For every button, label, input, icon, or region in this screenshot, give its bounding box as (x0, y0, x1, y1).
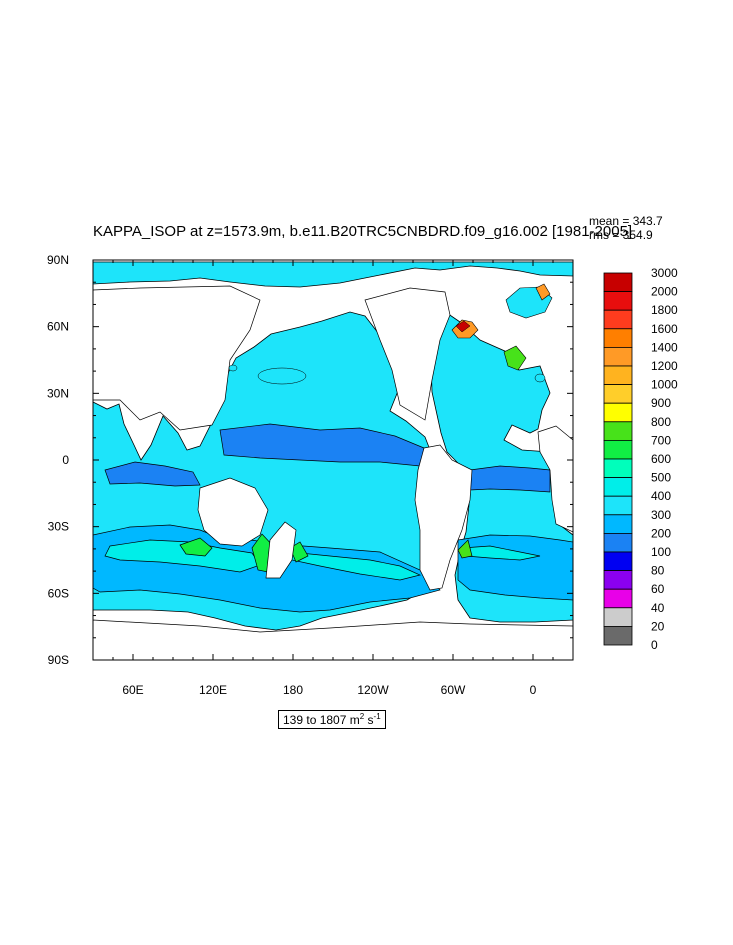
contour-ellipse (257, 367, 307, 385)
colorbar-label: 400 (651, 489, 671, 503)
colorbar-box (603, 328, 633, 348)
colorbar-box (603, 495, 633, 516)
unit-superscript: 2 (359, 712, 365, 721)
band-peak-tasman (179, 537, 213, 557)
colorbar-box (603, 439, 633, 460)
map-panel: 60E 120E 180 120W 60W 0 90N 60N 30N 0 30S 60S 90S (47, 253, 574, 697)
colorbar-label: 200 (651, 526, 671, 540)
band-peak-greenland (535, 283, 551, 301)
colorbar-box (603, 514, 633, 534)
y-tick-label: 90S (48, 653, 69, 667)
land-australia (197, 477, 269, 547)
y-tick-label: 60N (47, 320, 69, 334)
colorbar-label: 800 (651, 415, 671, 429)
colorbar-label: 700 (651, 433, 671, 447)
band-indian-equatorial (104, 461, 201, 487)
y-tick-label: 30N (47, 386, 69, 400)
land-eurasia (92, 285, 261, 431)
colorbar-label: 1200 (651, 359, 678, 373)
mean-label: mean = 343.7 (589, 214, 663, 228)
y-tick-label: 0 (62, 453, 69, 467)
unit-superscript-2: -1 (373, 712, 381, 721)
colorbar-box (603, 272, 633, 293)
y-tick-label: 30S (48, 520, 69, 534)
colorbar-box (603, 477, 633, 497)
colorbar-label: 100 (651, 545, 671, 559)
small-contour-islands (228, 364, 546, 385)
band-peak-nz-east (289, 541, 309, 563)
colorbar-box (603, 570, 633, 590)
colorbar-label: 1000 (651, 378, 678, 392)
x-tick-label: 60W (441, 683, 466, 697)
colorbar-label: 20 (651, 619, 665, 633)
colorbar-label: 60 (651, 582, 665, 596)
land-north-america (364, 287, 451, 421)
band-peak-atlantic (457, 539, 473, 559)
colorbar-label: 1600 (651, 322, 678, 336)
colorbar: 3000200018001600140012001000900800700600… (603, 266, 678, 652)
band-peak-labrador-inner (455, 320, 471, 333)
x-tick-label: 180 (283, 683, 303, 697)
land-south-america (414, 444, 473, 591)
band-southern-atlantic (457, 534, 574, 601)
band-peak-gulfstream (503, 345, 527, 371)
colorbar-label: 600 (651, 452, 671, 466)
colorbar-label: 900 (651, 396, 671, 410)
land-new-zealand (265, 521, 297, 579)
colorbar-label: 500 (651, 471, 671, 485)
contour-ellipse (534, 373, 546, 383)
colorbar-box (603, 291, 633, 311)
unit-tail: s (364, 713, 374, 727)
x-axis: 60E 120E 180 120W 60W 0 (92, 260, 574, 697)
contour-ellipse (228, 364, 238, 372)
colorbar-box (603, 346, 633, 367)
y-axis: 90N 60N 30N 0 30S 60S 90S (47, 253, 573, 667)
y-tick-label: 90N (47, 253, 69, 267)
colorbar-box (603, 533, 633, 553)
land-masses (92, 285, 574, 661)
colorbar-label: 1400 (651, 340, 678, 354)
data-range-label: 139 to 1807 m2 s-1 (278, 710, 386, 729)
colorbar-label: 40 (651, 601, 665, 615)
colorbar-box (603, 421, 633, 441)
colorbar-box (603, 588, 633, 609)
colorbar-box (603, 607, 633, 627)
chart-title: KAPPA_ISOP at z=1573.9m, b.e11.B20TRC5CN… (93, 223, 632, 240)
rms-label: rms = 354.9 (589, 228, 653, 242)
colorbar-box (603, 458, 633, 479)
x-tick-label: 60E (122, 683, 143, 697)
ocean-arctic (92, 261, 574, 288)
colorbar-label: 80 (651, 564, 665, 578)
colorbar-box (603, 309, 633, 330)
colorbar-box (603, 626, 633, 646)
contour-bands (92, 283, 574, 613)
x-tick-label: 120E (199, 683, 227, 697)
band-acc-high (104, 539, 261, 573)
x-tick-label: 120W (357, 683, 389, 697)
colorbar-label: 3000 (651, 266, 678, 280)
colorbar-label: 2000 (651, 285, 678, 299)
band-acc-high-2 (289, 551, 422, 581)
colorbar-label: 1800 (651, 303, 678, 317)
x-tick-label: 0 (530, 683, 537, 697)
colorbar-box (603, 551, 633, 572)
colorbar-label: 0 (651, 638, 658, 652)
land-africa (537, 425, 574, 533)
colorbar-box (603, 365, 633, 386)
colorbar-label: 300 (651, 508, 671, 522)
range-text: 139 to 1807 m (283, 713, 360, 727)
colorbar-box (603, 402, 633, 423)
y-tick-label: 60S (48, 586, 69, 600)
band-atlantic-equatorial (469, 465, 551, 493)
colorbar-box (603, 384, 633, 404)
